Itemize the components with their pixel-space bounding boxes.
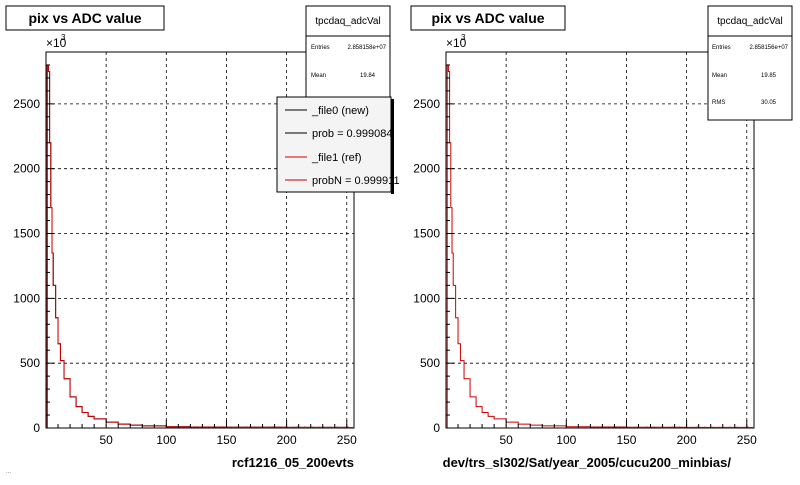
y-tick-label: 500 xyxy=(20,356,40,370)
x-tick-label: 50 xyxy=(99,433,113,447)
right-panel: pix vs ADC value 50 100 150 200 250050010001… xyxy=(410,5,793,470)
y-exponent-base: ×10 xyxy=(446,36,467,50)
y-tick-label: 1000 xyxy=(413,291,440,305)
stats-name: tpcdaq_adcVal xyxy=(315,16,380,27)
legend-label: prob = 0.999084 xyxy=(312,128,392,140)
title-box xyxy=(410,5,566,31)
stats-value: 2.858158e+07 xyxy=(347,45,386,51)
stats-label: Mean xyxy=(712,73,727,79)
stats-value: 30.05 xyxy=(761,100,777,106)
x-axis-label: rcf1216_05_200evts xyxy=(232,455,354,470)
left-panel: pix vs ADC value 50 100 150 200 250050010001… xyxy=(5,5,400,470)
x-tick-label: 250 xyxy=(337,433,357,447)
footer-text: ... xyxy=(6,469,11,475)
x-tick-label: 150 xyxy=(216,433,236,447)
x-tick-label: 100 xyxy=(556,433,576,447)
x-tick-label: 150 xyxy=(616,433,636,447)
y-exponent-power: 3 xyxy=(61,33,66,42)
title-box xyxy=(5,5,165,31)
y-tick-label: 1500 xyxy=(413,227,440,241)
y-tick-label: 0 xyxy=(433,421,440,435)
stats-name: tpcdaq_adcVal xyxy=(717,16,782,27)
x-tick-label: 100 xyxy=(156,433,176,447)
stats-box: tpcdaq_adcVal Entries 2.858156e+07 Mean … xyxy=(707,5,793,121)
plot-title: pix vs ADC value xyxy=(431,10,544,26)
legend-label: probN = 0.999911 xyxy=(312,175,400,187)
plot-frame xyxy=(445,51,755,429)
y-exponent-base: ×10 xyxy=(46,36,67,50)
series-layer xyxy=(446,64,754,429)
y-tick-label: 2000 xyxy=(13,162,40,176)
stats-label: RMS xyxy=(712,100,725,106)
y-tick-label: 1500 xyxy=(13,227,40,241)
stats-label: Entries xyxy=(311,45,330,51)
y-tick-label: 2500 xyxy=(13,97,40,111)
x-tick-label: 50 xyxy=(499,433,513,447)
stats-value: 19.84 xyxy=(360,73,376,79)
y-tick-label: 2500 xyxy=(413,97,440,111)
legend-box: _file0 (new) prob = 0.999084 _file1 (ref… xyxy=(276,96,400,194)
legend-label: _file1 (ref) xyxy=(311,152,362,164)
y-tick-label: 2000 xyxy=(413,162,440,176)
y-tick-label: 0 xyxy=(33,421,40,435)
x-tick-label: 250 xyxy=(737,433,757,447)
series-line xyxy=(46,64,354,429)
series-line xyxy=(446,64,754,429)
stats-label: Mean xyxy=(311,73,326,79)
stats-label: Entries xyxy=(712,45,731,51)
y-exponent-power: 3 xyxy=(461,33,466,42)
y-tick-label: 1000 xyxy=(13,291,40,305)
x-tick-label: 200 xyxy=(277,433,297,447)
plot-title: pix vs ADC value xyxy=(28,10,141,26)
x-axis-label: dev/trs_sl302/Sat/year_2005/cucu200_minb… xyxy=(443,455,732,470)
y-tick-label: 500 xyxy=(420,356,440,370)
stats-value: 2.858156e+07 xyxy=(749,45,788,51)
stats-value: 19.85 xyxy=(761,73,777,79)
legend-label: _file0 (new) xyxy=(311,105,369,117)
x-tick-label: 200 xyxy=(677,433,697,447)
